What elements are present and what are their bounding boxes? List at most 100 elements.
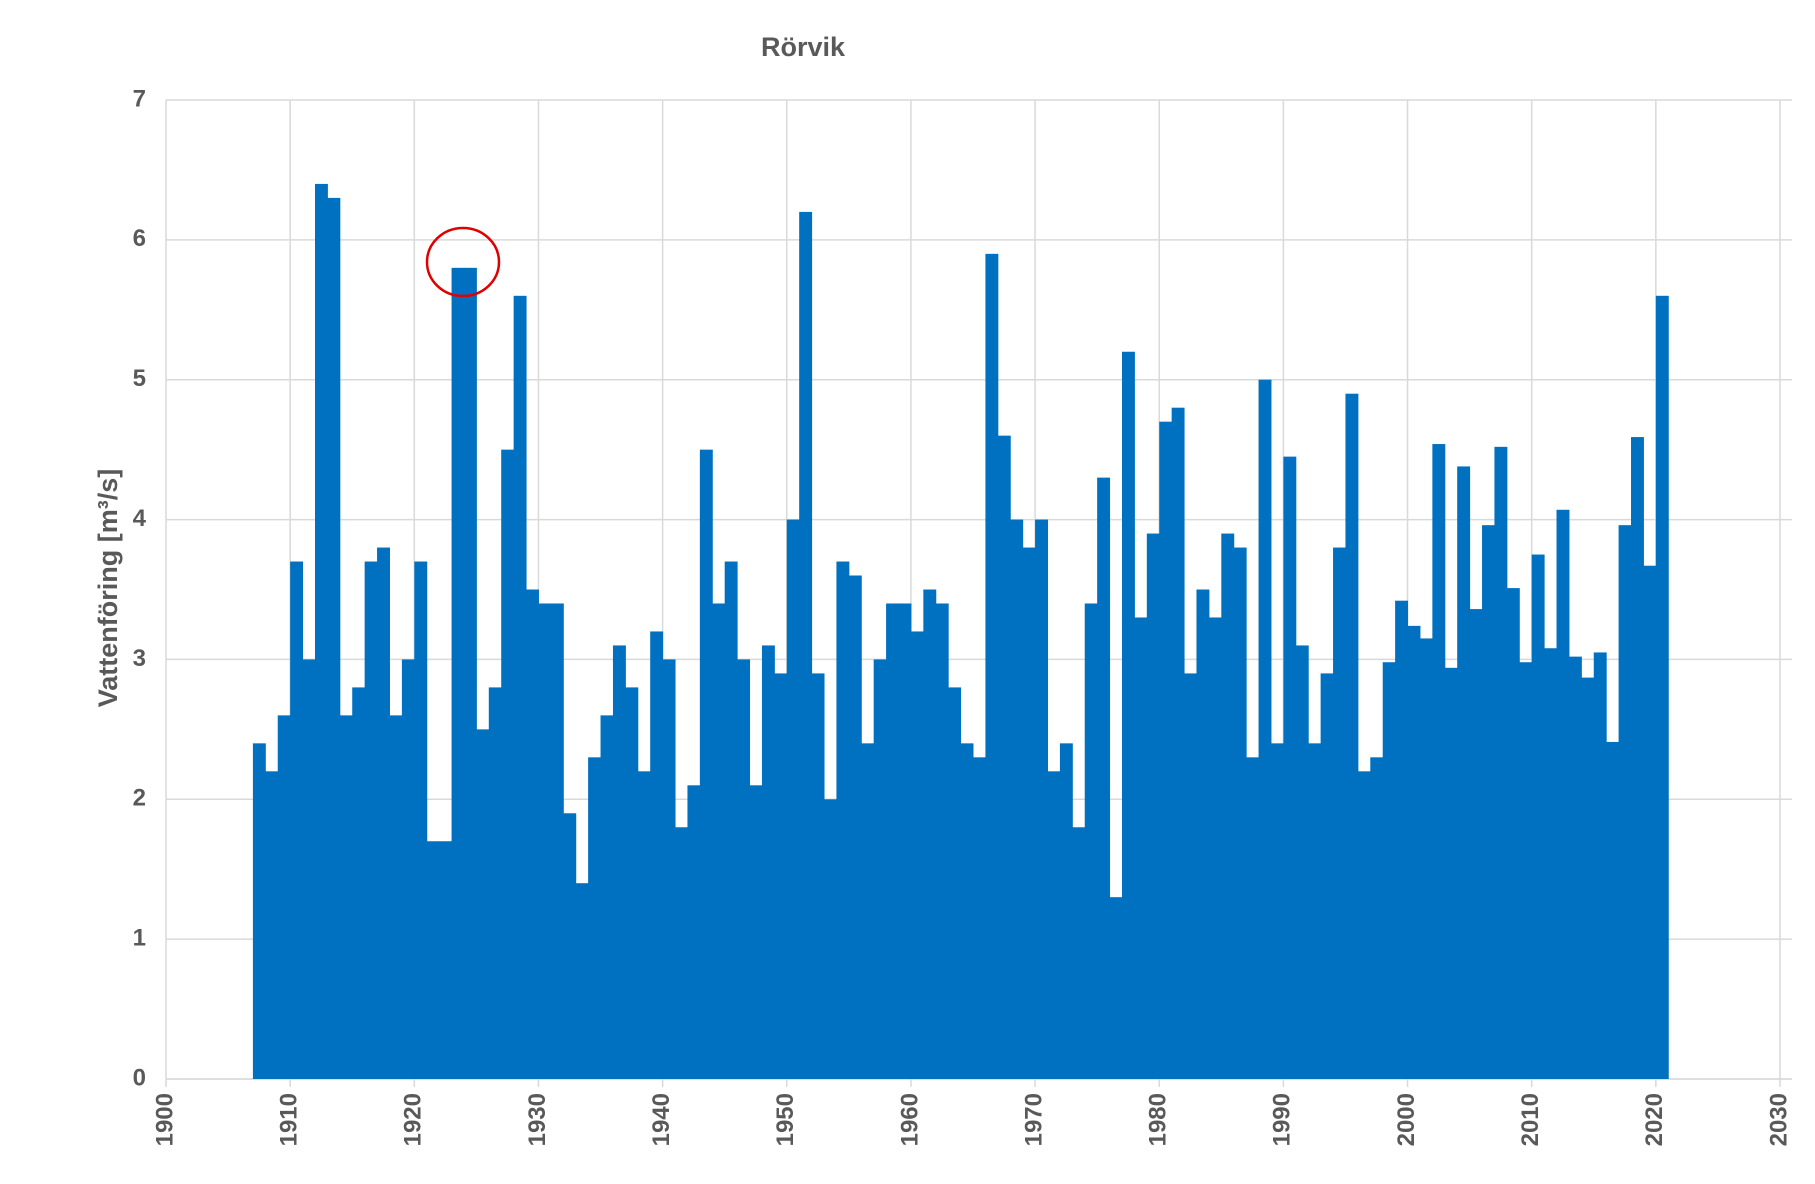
bar xyxy=(339,715,353,1079)
y-tick-label: 6 xyxy=(133,225,146,252)
bar xyxy=(1308,743,1322,1079)
bar xyxy=(451,267,465,1079)
bar xyxy=(1184,673,1197,1079)
x-tick-label: 1960 xyxy=(896,1093,923,1146)
bar xyxy=(786,519,800,1079)
bar xyxy=(1568,656,1582,1079)
bar xyxy=(712,603,726,1079)
bar xyxy=(836,561,850,1079)
x-tick-label: 2000 xyxy=(1393,1093,1420,1146)
bar xyxy=(1233,547,1247,1079)
bar xyxy=(1084,603,1098,1079)
bar xyxy=(1010,519,1024,1079)
bar xyxy=(501,449,515,1080)
bar xyxy=(364,561,378,1079)
bar xyxy=(1432,444,1446,1079)
bar xyxy=(774,673,788,1079)
bar xyxy=(1022,547,1036,1079)
bar xyxy=(1270,743,1284,1079)
bar xyxy=(1618,525,1632,1079)
bar xyxy=(1097,477,1111,1080)
x-tick-label: 1910 xyxy=(275,1093,302,1146)
bar xyxy=(824,799,837,1079)
bar xyxy=(1506,588,1520,1079)
x-tick-label: 1930 xyxy=(524,1093,551,1146)
x-tick-label: 1970 xyxy=(1020,1093,1047,1146)
bar xyxy=(1581,677,1595,1079)
bar xyxy=(1395,600,1409,1079)
bar xyxy=(625,687,639,1079)
y-axis-label: Vattenföring [m³/s] xyxy=(93,469,123,708)
y-tick-label: 1 xyxy=(133,924,146,951)
bar xyxy=(463,267,477,1079)
bar xyxy=(538,603,552,1079)
bar xyxy=(488,687,502,1079)
bar xyxy=(1333,547,1346,1079)
x-tick-label: 2010 xyxy=(1517,1093,1544,1146)
x-tick-label: 1980 xyxy=(1145,1093,1172,1146)
bar xyxy=(799,211,813,1079)
bar xyxy=(1171,407,1185,1080)
bar xyxy=(997,435,1011,1080)
bar xyxy=(439,841,453,1079)
bar xyxy=(1469,609,1483,1079)
bar xyxy=(277,715,291,1079)
highlight-circle xyxy=(425,226,501,298)
bar xyxy=(1531,554,1545,1079)
y-tick-label: 7 xyxy=(133,85,146,112)
bar xyxy=(1357,771,1371,1079)
bar xyxy=(314,183,328,1079)
bar xyxy=(1221,533,1235,1079)
bar xyxy=(1134,617,1148,1079)
x-tick-label: 1900 xyxy=(151,1093,178,1146)
bar xyxy=(414,561,428,1079)
bar xyxy=(1196,589,1210,1079)
bar xyxy=(811,673,825,1079)
bar xyxy=(1382,662,1396,1079)
bar xyxy=(1519,662,1533,1079)
bar xyxy=(1643,565,1657,1079)
bar xyxy=(1407,625,1421,1079)
bar xyxy=(265,771,279,1079)
bar xyxy=(476,729,490,1079)
bar xyxy=(1295,645,1309,1079)
bar xyxy=(1047,771,1061,1079)
bar xyxy=(761,645,775,1079)
bar xyxy=(1159,421,1173,1080)
bar xyxy=(600,715,614,1079)
bar xyxy=(898,603,912,1079)
bar xyxy=(737,659,751,1079)
bar xyxy=(699,449,713,1080)
bar xyxy=(302,659,316,1079)
bar xyxy=(513,295,527,1079)
bar xyxy=(290,561,304,1079)
x-tick-label: 1920 xyxy=(400,1093,427,1146)
bar xyxy=(935,603,949,1079)
bar xyxy=(1121,351,1135,1079)
bar xyxy=(1208,617,1222,1079)
bar xyxy=(575,883,589,1079)
bar xyxy=(1370,757,1384,1079)
x-tick-label: 2030 xyxy=(1765,1093,1792,1146)
bar xyxy=(724,561,738,1079)
chart-title: Rörvik xyxy=(761,32,846,62)
bar xyxy=(1258,379,1272,1079)
bar xyxy=(550,603,564,1079)
bar xyxy=(861,743,875,1079)
bar xyxy=(1283,456,1297,1079)
bar xyxy=(252,743,266,1079)
bar xyxy=(749,785,763,1079)
bar xyxy=(1072,827,1086,1079)
x-tick-label: 1950 xyxy=(772,1093,799,1146)
bar xyxy=(352,687,366,1079)
bar xyxy=(1419,638,1433,1079)
bar xyxy=(612,645,626,1079)
y-tick-label: 0 xyxy=(133,1064,146,1091)
bar xyxy=(563,813,577,1079)
x-tick-label: 2020 xyxy=(1641,1093,1668,1146)
bar xyxy=(985,253,999,1080)
bar xyxy=(1631,437,1644,1079)
bar xyxy=(389,715,403,1079)
bar xyxy=(650,631,664,1079)
